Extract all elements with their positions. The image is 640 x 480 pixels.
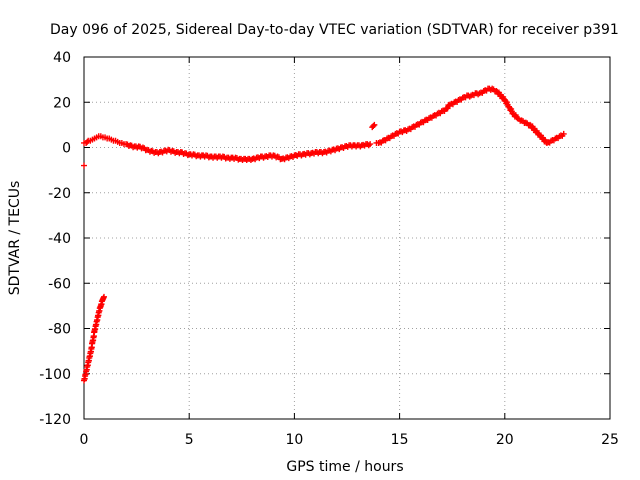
y-tick-labels: -120 -100 -80 -60 -40 -20 0 20 40: [39, 50, 71, 428]
y-tick-label: 0: [62, 141, 71, 157]
x-tick-label: 20: [496, 432, 514, 448]
x-tick-label: 15: [391, 432, 409, 448]
y-tick-label: -40: [48, 231, 71, 247]
data-point: [370, 123, 377, 130]
data-point: [84, 138, 91, 145]
axis-ticks: [83, 56, 611, 420]
y-tick-label: -80: [48, 322, 71, 338]
x-axis-label: GPS time / hours: [286, 459, 403, 475]
x-tick-label: 10: [285, 432, 303, 448]
data-point: [100, 293, 107, 300]
data-point: [367, 141, 374, 148]
data-point: [560, 130, 567, 137]
data-point: [444, 105, 451, 112]
y-tick-label: 40: [53, 50, 71, 66]
y-tick-label: -20: [48, 186, 71, 202]
grid-lines: [84, 57, 610, 419]
data-point: [81, 162, 87, 169]
x-tick-label: 0: [80, 432, 89, 448]
x-tick-label: 25: [601, 432, 619, 448]
chart-title: Day 096 of 2025, Sidereal Day-to-day VTE…: [50, 22, 619, 38]
plot-frame: [83, 56, 611, 420]
y-tick-label: -60: [48, 276, 71, 292]
data-point: [371, 121, 378, 128]
x-tick-labels: 0 5 10 15 20 25: [80, 432, 619, 448]
x-tick-label: 5: [185, 432, 194, 448]
y-tick-label: -120: [39, 412, 71, 428]
y-tick-label: -100: [39, 367, 71, 383]
y-tick-label: 20: [53, 95, 71, 111]
y-axis-label: SDTVAR / TECUs: [7, 181, 23, 296]
data-points: [81, 85, 567, 384]
